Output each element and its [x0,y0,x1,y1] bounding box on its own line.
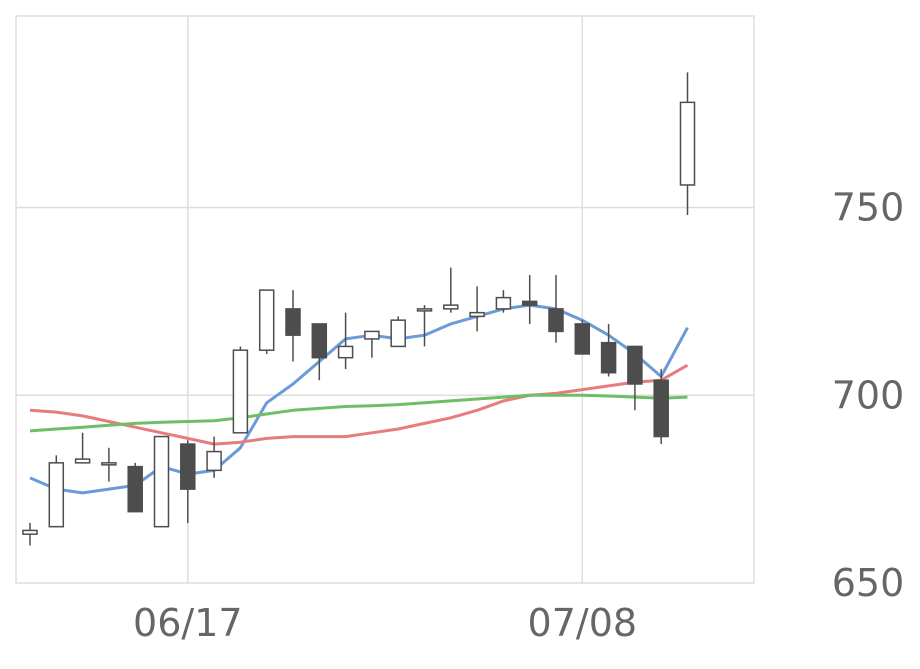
candle-body [600,341,617,374]
x-tick-label: 07/08 [528,601,638,645]
candle-body [48,462,65,528]
y-tick-label: 750 [832,186,905,230]
candle-body [416,308,433,312]
candle-body [206,450,222,472]
y-tick-label: 700 [832,373,905,417]
candle-down [285,290,301,362]
candle-body [101,462,117,466]
candle-down [627,345,643,411]
plot-frame [15,15,755,584]
candle-up [206,436,222,478]
candle-body [258,289,275,351]
candle-up [443,267,459,313]
candle-body [443,304,459,310]
candle-body [311,323,328,359]
candle-body [285,308,301,336]
candle-body [22,529,38,535]
candle-body [653,379,669,438]
candle-down [574,320,591,355]
candle-body [548,308,564,333]
candle-body [627,345,643,385]
candle-up [101,447,117,482]
candle-up [48,455,65,528]
candle-up [495,290,512,313]
candle-body [127,465,143,513]
candle-body [390,319,406,348]
candle-up [390,316,406,348]
x-tick-label: 06/17 [133,601,243,645]
candle-up [364,330,380,358]
candle-up [469,286,485,332]
candle-body [153,435,170,528]
candle-body [679,101,696,186]
candle-down [653,368,669,445]
axes: 650 700 750 06/17 07/08 [133,186,904,645]
y-tick-label: 650 [832,561,905,605]
candle-up [232,346,249,434]
series-line-ma-mid [29,363,689,446]
candle-up [337,312,354,369]
candle-body [521,300,538,306]
candles [22,72,696,546]
candle-down [548,275,564,343]
candle-down [180,440,196,523]
candle-down [311,323,328,381]
candle-body [574,323,591,355]
series-line-ma-long [29,393,688,433]
candle-up [258,289,275,354]
candle-body [495,296,512,310]
candle-body [232,349,249,434]
candle-up [416,305,433,347]
candle-body [74,458,91,464]
grid [15,15,755,584]
candle-up [153,435,170,528]
candle-body [469,311,485,318]
candle-body [180,443,196,490]
candle-body [364,330,380,340]
candle-body [337,345,354,359]
candle-up [22,522,38,546]
candle-down [127,462,143,513]
candle-down [600,323,617,377]
candle-up [74,432,91,464]
candle-up [679,72,696,216]
candle-down [521,275,538,324]
